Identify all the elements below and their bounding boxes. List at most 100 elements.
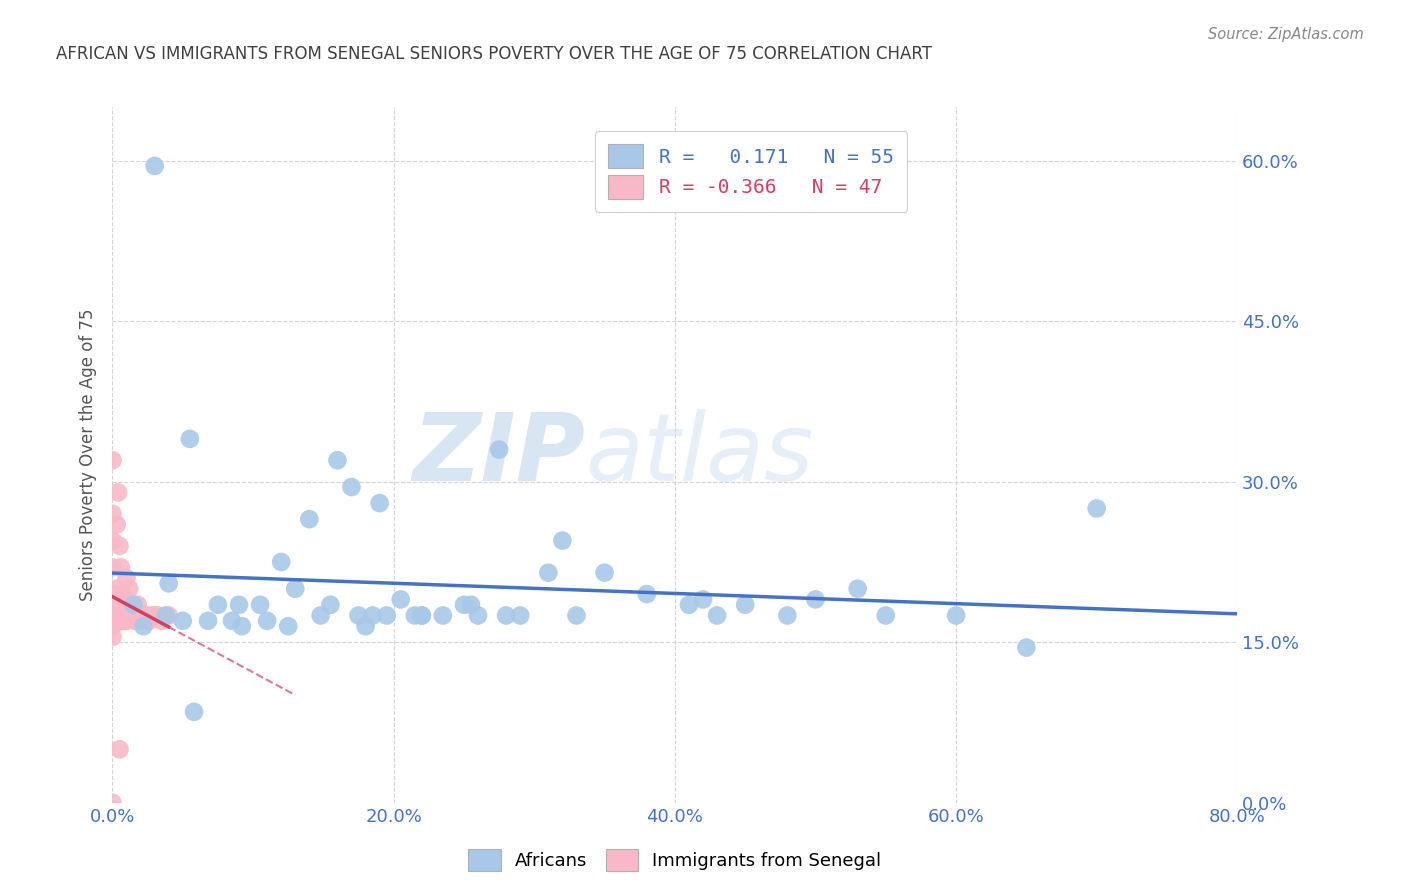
Point (326, 453, 349, 467)
Point (108, 539, 131, 553)
Point (551, 533, 574, 548)
Point (432, 608, 454, 623)
Point (101, 603, 124, 617)
Point (118, 608, 141, 623)
Point (112, 614, 135, 628)
Point (118, 582, 141, 596)
Point (120, 608, 142, 623)
Point (107, 485, 129, 500)
Text: Source: ZipAtlas.com: Source: ZipAtlas.com (1208, 27, 1364, 42)
Point (115, 598, 138, 612)
Point (467, 608, 489, 623)
Point (129, 608, 152, 623)
Point (101, 533, 124, 548)
Point (115, 614, 138, 628)
Point (734, 598, 756, 612)
Point (207, 598, 229, 612)
Point (138, 614, 160, 628)
Point (101, 453, 124, 467)
Point (110, 614, 132, 628)
Point (157, 608, 180, 623)
Point (340, 480, 363, 494)
Point (101, 796, 124, 810)
Point (488, 442, 510, 457)
Point (197, 614, 219, 628)
Point (125, 608, 148, 623)
Point (143, 159, 166, 173)
Point (692, 592, 714, 607)
Legend: Africans, Immigrants from Senegal: Africans, Immigrants from Senegal (461, 842, 889, 879)
Point (593, 566, 616, 580)
Point (231, 619, 253, 633)
Point (706, 608, 728, 623)
Point (121, 608, 143, 623)
Point (101, 560, 124, 574)
Point (111, 614, 134, 628)
Point (537, 566, 560, 580)
Point (411, 608, 433, 623)
Point (678, 598, 700, 612)
Point (249, 598, 271, 612)
Point (368, 496, 391, 510)
Point (565, 608, 588, 623)
Point (101, 507, 124, 521)
Point (101, 608, 124, 623)
Point (143, 608, 166, 623)
Point (776, 608, 799, 623)
Point (108, 742, 131, 756)
Point (495, 608, 517, 623)
Point (128, 614, 150, 628)
Point (108, 608, 131, 623)
Point (122, 598, 145, 612)
Point (146, 608, 169, 623)
Point (404, 608, 426, 623)
Point (111, 587, 134, 601)
Legend: R =   0.171   N = 55, R = -0.366   N = 47: R = 0.171 N = 55, R = -0.366 N = 47 (595, 130, 907, 212)
Point (101, 614, 124, 628)
Point (347, 608, 370, 623)
Point (112, 598, 135, 612)
Point (256, 614, 278, 628)
Point (114, 614, 136, 628)
Point (804, 592, 827, 607)
Point (183, 705, 205, 719)
Point (284, 582, 307, 596)
Point (460, 598, 482, 612)
Point (150, 614, 173, 628)
Point (875, 608, 897, 623)
Point (110, 560, 132, 574)
Point (319, 598, 342, 612)
Point (105, 517, 128, 532)
Point (636, 587, 658, 601)
Point (135, 608, 157, 623)
Point (101, 630, 124, 644)
Point (101, 587, 124, 601)
Point (114, 598, 136, 612)
Y-axis label: Seniors Poverty Over the Age of 75: Seniors Poverty Over the Age of 75 (79, 309, 97, 601)
Point (127, 598, 149, 612)
Point (846, 582, 869, 596)
Point (105, 582, 128, 596)
Point (132, 619, 155, 633)
Point (389, 592, 412, 607)
Text: AFRICAN VS IMMIGRANTS FROM SENEGAL SENIORS POVERTY OVER THE AGE OF 75 CORRELATIO: AFRICAN VS IMMIGRANTS FROM SENEGAL SENIO… (56, 45, 932, 62)
Point (115, 571, 138, 585)
Point (298, 512, 321, 526)
Point (122, 598, 145, 612)
Point (141, 608, 163, 623)
Point (361, 608, 384, 623)
Point (1085, 501, 1108, 516)
Point (132, 608, 155, 623)
Point (453, 598, 475, 612)
Point (411, 608, 433, 623)
Point (155, 608, 177, 623)
Point (277, 619, 299, 633)
Point (221, 614, 243, 628)
Text: ZIP: ZIP (412, 409, 585, 501)
Point (179, 432, 201, 446)
Point (270, 555, 292, 569)
Point (172, 614, 194, 628)
Point (107, 608, 129, 623)
Point (375, 608, 398, 623)
Point (228, 598, 250, 612)
